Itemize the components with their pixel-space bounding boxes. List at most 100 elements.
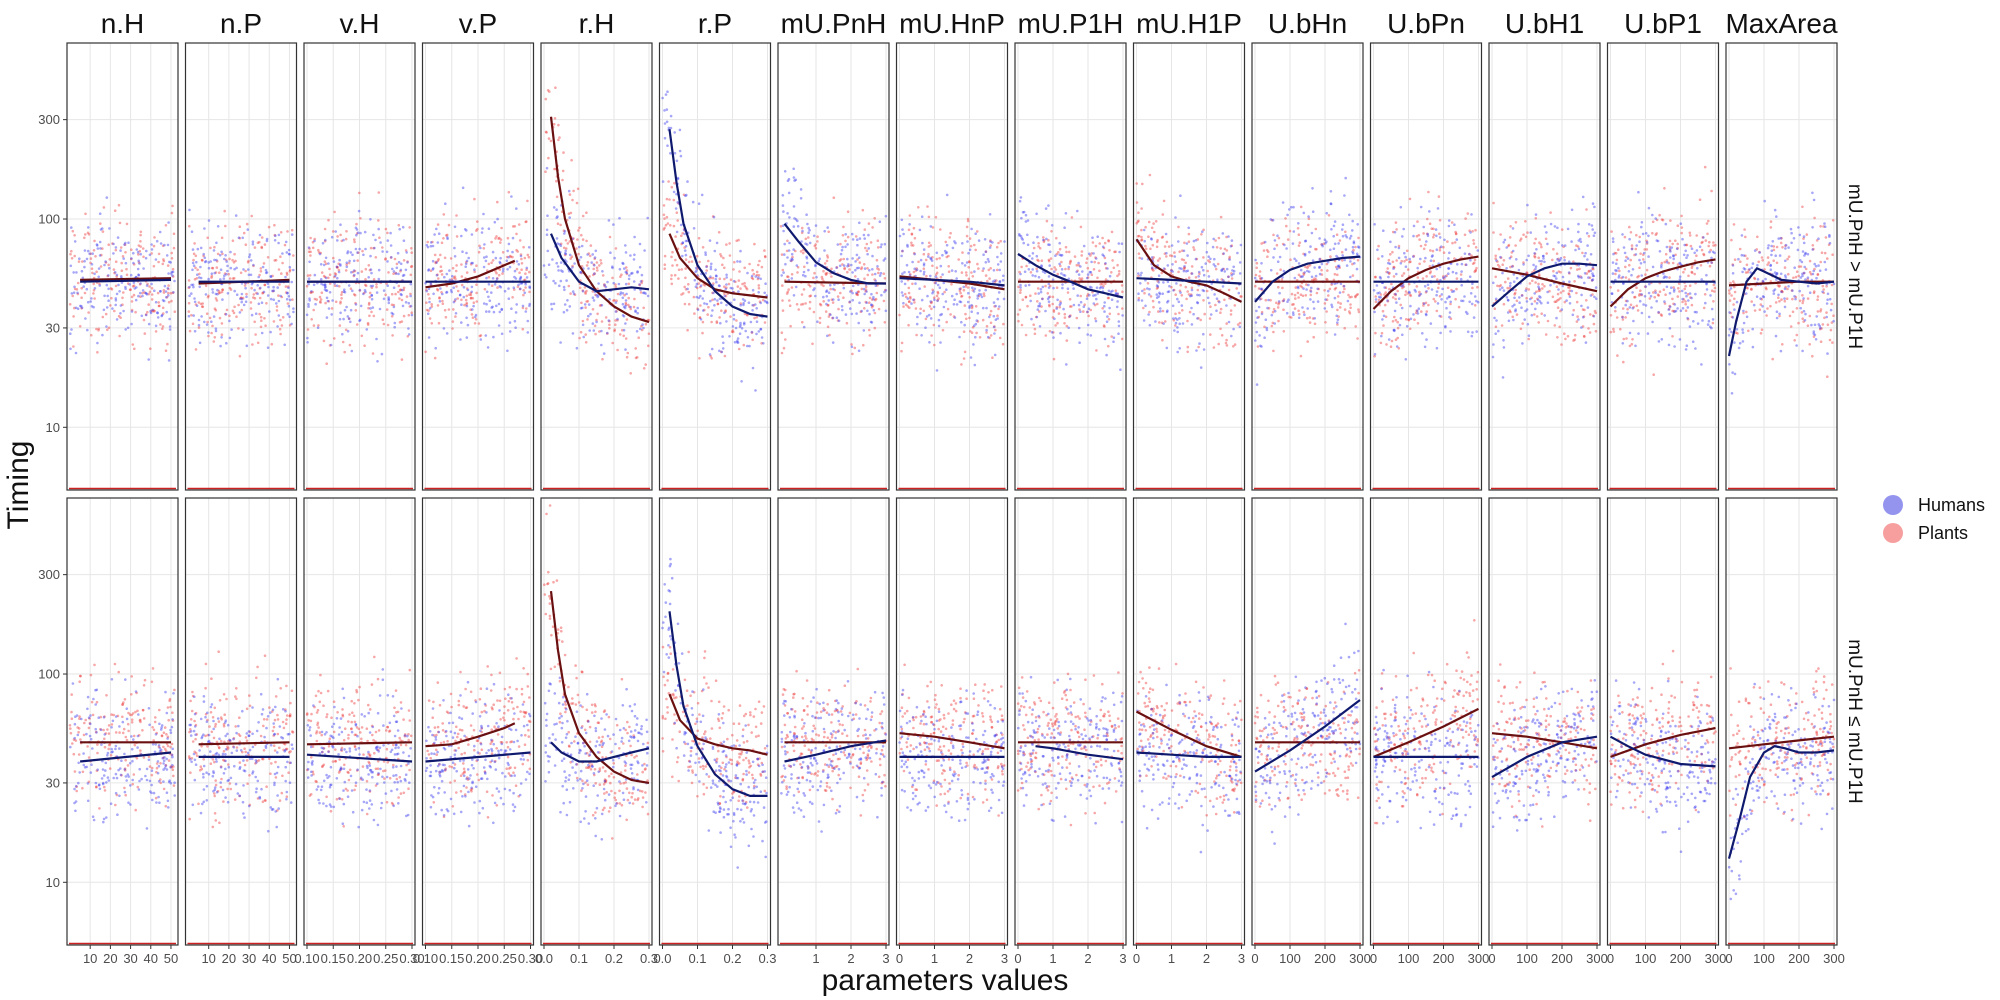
data-point-humans — [559, 279, 563, 283]
data-point-plants — [460, 298, 463, 302]
data-point-plants — [564, 703, 568, 706]
data-point-plants — [77, 730, 80, 734]
data-point-humans — [563, 232, 566, 235]
data-point-plants — [231, 309, 235, 313]
data-point-humans — [628, 274, 631, 277]
data-point-humans — [731, 325, 735, 328]
data-point-humans — [458, 716, 461, 719]
data-point-plants — [334, 748, 337, 751]
data-point-humans — [459, 694, 462, 697]
data-point-plants — [274, 695, 278, 698]
data-point-humans — [74, 715, 77, 718]
data-point-humans — [741, 817, 744, 821]
data-point-plants — [330, 716, 333, 719]
data-point-humans — [79, 304, 82, 308]
data-point-humans — [490, 291, 493, 294]
data-point-plants — [383, 777, 386, 780]
data-point-humans — [194, 733, 197, 736]
data-point-humans — [442, 699, 445, 702]
data-point-humans — [278, 725, 282, 728]
data-point-humans — [507, 297, 511, 301]
data-point-plants — [141, 709, 145, 712]
data-point-humans — [665, 120, 669, 124]
data-point-plants — [800, 293, 804, 296]
data-point-plants — [548, 90, 551, 93]
data-point-plants — [742, 772, 745, 776]
data-point-humans — [761, 839, 764, 843]
data-point-humans — [108, 227, 111, 230]
data-point-humans — [739, 303, 742, 307]
data-point-humans — [133, 287, 137, 290]
data-point-humans — [137, 294, 140, 298]
data-point-humans — [85, 732, 88, 736]
data-point-humans — [710, 262, 713, 266]
data-point-humans — [154, 743, 157, 746]
data-point-plants — [113, 271, 116, 275]
data-point-plants — [241, 296, 245, 300]
data-point-plants — [564, 710, 567, 714]
data-point-humans — [747, 301, 751, 305]
data-point-humans — [501, 269, 505, 273]
data-point-plants — [663, 263, 667, 267]
data-point-humans — [192, 752, 196, 756]
data-point-humans — [474, 313, 478, 317]
data-point-plants — [274, 258, 278, 262]
data-point-humans — [124, 775, 128, 778]
data-point-plants — [285, 271, 289, 275]
data-point-humans — [342, 802, 346, 806]
data-point-plants — [433, 253, 437, 257]
data-point-humans — [161, 757, 164, 760]
data-point-humans — [646, 216, 649, 220]
data-point-humans — [492, 682, 496, 686]
data-point-plants — [87, 780, 91, 784]
data-point-humans — [710, 314, 713, 318]
data-point-plants — [704, 765, 707, 768]
data-point-plants — [338, 324, 342, 327]
data-point-humans — [245, 732, 249, 735]
data-point-humans — [342, 696, 346, 700]
data-point-plants — [515, 267, 519, 271]
data-point-humans — [460, 717, 464, 720]
data-point-humans — [672, 190, 676, 194]
data-point-humans — [606, 280, 609, 284]
data-point-humans — [277, 299, 281, 303]
data-point-humans — [192, 264, 196, 268]
data-point-humans — [259, 692, 263, 696]
data-point-plants — [394, 271, 398, 275]
data-point-plants — [443, 256, 447, 260]
data-point-plants — [366, 323, 370, 326]
data-point-humans — [247, 734, 251, 737]
data-point-humans — [98, 783, 101, 786]
data-point-humans — [485, 687, 489, 690]
data-point-plants — [284, 722, 288, 725]
data-point-plants — [159, 778, 162, 781]
data-point-plants — [838, 259, 842, 262]
data-point-humans — [145, 767, 149, 771]
data-point-humans — [689, 754, 693, 757]
data-point-humans — [187, 314, 191, 318]
data-point-humans — [348, 259, 351, 263]
data-point-plants — [150, 773, 154, 777]
data-point-plants — [69, 252, 72, 256]
data-point-plants — [102, 206, 106, 209]
data-point-humans — [555, 261, 558, 265]
data-point-humans — [558, 676, 562, 680]
data-point-plants — [511, 296, 514, 299]
data-point-plants — [662, 204, 666, 207]
data-point-plants — [69, 727, 72, 730]
data-point-humans — [445, 290, 449, 294]
data-point-humans — [289, 761, 293, 765]
data-point-humans — [636, 270, 639, 273]
data-point-humans — [665, 653, 668, 656]
data-point-humans — [519, 757, 523, 761]
data-point-humans — [695, 752, 698, 756]
data-point-plants — [515, 248, 518, 252]
data-point-humans — [135, 286, 138, 289]
data-point-humans — [202, 733, 205, 736]
data-point-humans — [374, 238, 377, 242]
data-point-humans — [265, 239, 269, 243]
data-point-humans — [157, 744, 161, 747]
data-point-humans — [429, 774, 433, 778]
data-point-plants — [191, 740, 195, 743]
data-point-humans — [611, 758, 615, 762]
